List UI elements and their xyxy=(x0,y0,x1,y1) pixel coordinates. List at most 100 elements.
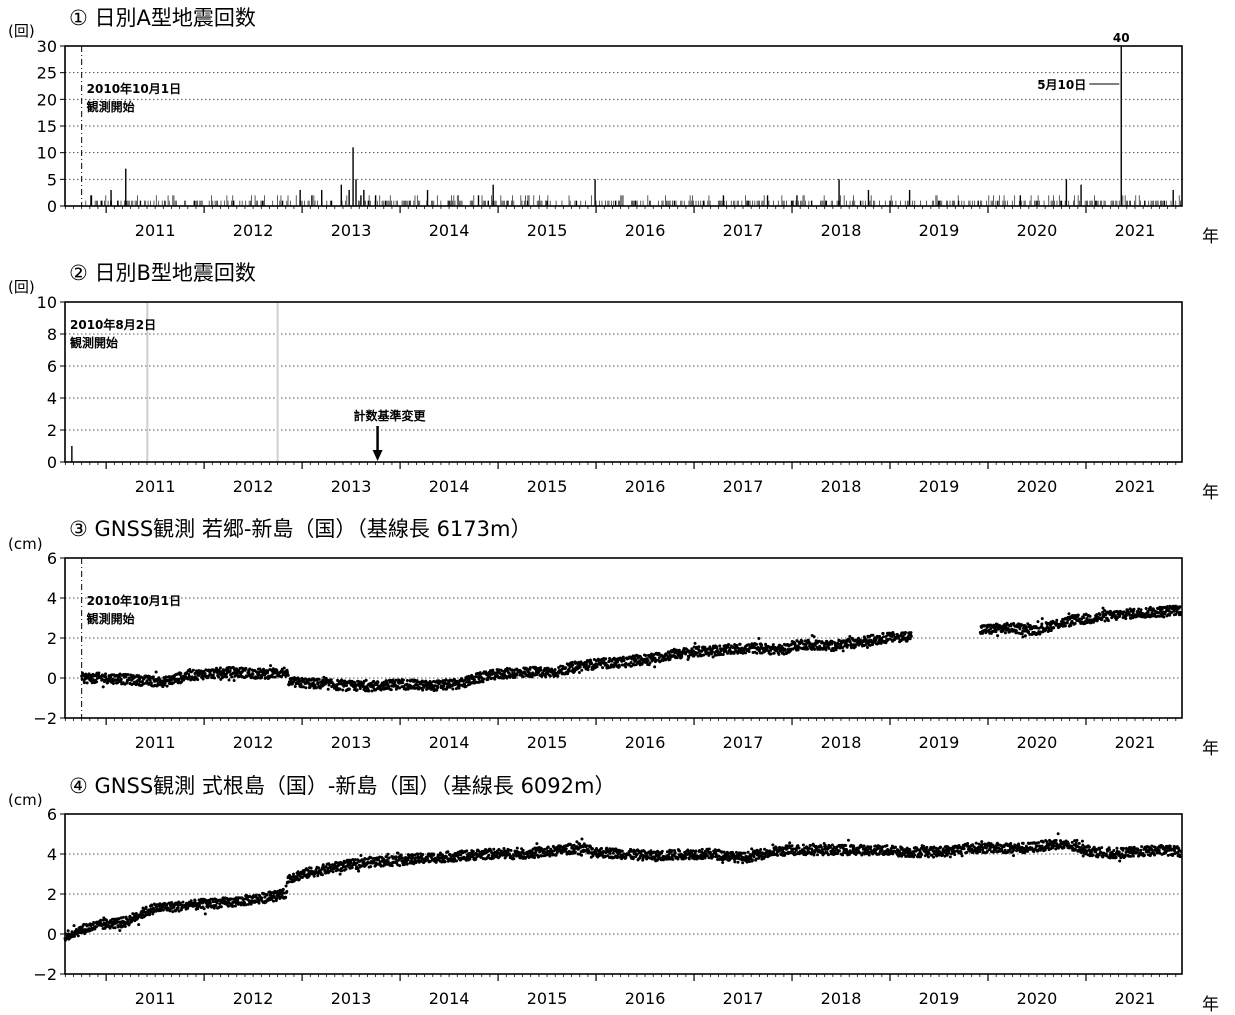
data-point xyxy=(827,647,831,651)
data-point xyxy=(405,862,409,866)
data-point xyxy=(432,852,436,856)
data-point xyxy=(608,656,612,660)
data-point xyxy=(695,651,699,655)
data-point xyxy=(539,666,543,670)
data-point xyxy=(707,653,711,657)
y-tick-label: 8 xyxy=(47,325,57,344)
data-point xyxy=(182,678,186,682)
x-tick-label: 2018 xyxy=(821,221,862,240)
data-point xyxy=(1170,610,1174,614)
change-annotation: 計数基準変更 xyxy=(354,408,427,423)
data-point xyxy=(227,678,231,682)
data-point xyxy=(233,669,237,673)
data-point xyxy=(865,646,869,650)
data-point xyxy=(1067,612,1071,616)
data-point xyxy=(505,666,509,670)
data-point xyxy=(314,686,318,690)
data-point xyxy=(140,680,144,684)
data-point xyxy=(1132,607,1136,611)
x-tick-label: 2019 xyxy=(919,221,960,240)
data-point xyxy=(817,639,821,643)
data-point xyxy=(138,680,142,684)
data-point xyxy=(281,887,285,891)
data-point xyxy=(312,874,316,878)
data-point xyxy=(1174,612,1178,616)
data-point xyxy=(263,895,267,899)
y-unit-label: (回) xyxy=(8,22,35,40)
data-point xyxy=(709,652,713,656)
data-point xyxy=(385,679,389,683)
data-point xyxy=(1024,625,1028,629)
data-point xyxy=(1049,624,1053,628)
data-point xyxy=(248,667,252,671)
data-point xyxy=(1001,629,1005,633)
data-point xyxy=(201,677,205,681)
data-point xyxy=(570,660,574,664)
data-point xyxy=(622,659,626,663)
data-point xyxy=(813,643,817,647)
y-tick-label: 0 xyxy=(47,453,57,472)
data-point xyxy=(693,641,697,645)
data-point xyxy=(72,924,76,928)
data-point xyxy=(355,688,359,692)
data-point xyxy=(359,680,363,684)
data-point xyxy=(94,925,98,929)
data-point xyxy=(121,915,125,919)
data-point xyxy=(1003,631,1007,635)
data-point xyxy=(497,668,501,672)
data-point xyxy=(233,904,237,908)
data-point xyxy=(715,646,719,650)
data-point xyxy=(675,656,679,660)
data-point xyxy=(350,865,354,869)
data-point xyxy=(329,678,333,682)
data-point xyxy=(527,671,531,675)
data-point xyxy=(1082,616,1086,620)
y-tick-label: 4 xyxy=(47,845,57,864)
data-point xyxy=(539,668,543,672)
data-point xyxy=(1103,619,1107,623)
data-point xyxy=(721,652,725,656)
x-tick-label: 2018 xyxy=(821,477,862,496)
start-annotation: 2010年10月1日 xyxy=(87,81,181,96)
x-tick-label: 2020 xyxy=(1017,733,1058,752)
data-point xyxy=(132,912,136,916)
data-point xyxy=(416,852,420,856)
data-point xyxy=(202,907,206,911)
data-point xyxy=(187,672,191,676)
panel-title: ① 日別A型地震回数 xyxy=(69,6,256,30)
data-point xyxy=(584,663,588,667)
y-tick-label: 4 xyxy=(47,389,57,408)
data-point xyxy=(515,846,519,850)
data-point xyxy=(338,687,342,691)
y-tick-label: 0 xyxy=(47,197,57,216)
data-point xyxy=(457,686,461,690)
data-point xyxy=(490,676,494,680)
data-point xyxy=(142,682,146,686)
x-tick-label: 2020 xyxy=(1017,989,1058,1008)
data-point xyxy=(1139,608,1143,612)
data-point xyxy=(1036,620,1040,624)
x-unit-label: 年 xyxy=(1202,995,1219,1015)
data-point xyxy=(118,928,122,932)
data-point xyxy=(341,688,345,692)
data-point xyxy=(1150,614,1154,618)
data-point xyxy=(1021,629,1025,633)
data-point xyxy=(168,909,172,913)
data-point xyxy=(634,663,638,667)
data-point xyxy=(724,649,728,653)
data-point xyxy=(104,675,108,679)
data-point xyxy=(156,683,160,687)
y-tick-label: −2 xyxy=(33,709,57,728)
data-point xyxy=(1166,605,1170,609)
data-point xyxy=(812,635,816,639)
data-point xyxy=(372,679,376,683)
data-point xyxy=(505,676,509,680)
data-point xyxy=(405,682,409,686)
data-point xyxy=(488,674,492,678)
data-point xyxy=(630,664,634,668)
bar-overflow-value: 40 xyxy=(1113,31,1130,45)
data-point xyxy=(301,685,305,689)
data-point xyxy=(1113,614,1117,618)
data-point xyxy=(521,848,525,852)
